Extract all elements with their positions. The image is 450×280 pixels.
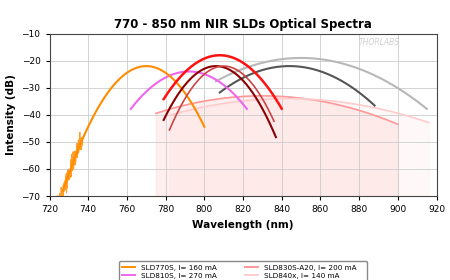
Text: THORLABS: THORLABS (359, 38, 400, 48)
Y-axis label: Intensity (dB): Intensity (dB) (6, 74, 16, 155)
X-axis label: Wavelength (nm): Wavelength (nm) (192, 220, 294, 230)
Title: 770 - 850 nm NIR SLDs Optical Spectra: 770 - 850 nm NIR SLDs Optical Spectra (114, 18, 372, 31)
Legend: SLD770S, I= 160 mA, SLD810S, I= 270 mA, SLD830S-A10W, I= 210 mA, SLD830S-A20W, I: SLD770S, I= 160 mA, SLD810S, I= 270 mA, … (119, 261, 367, 280)
